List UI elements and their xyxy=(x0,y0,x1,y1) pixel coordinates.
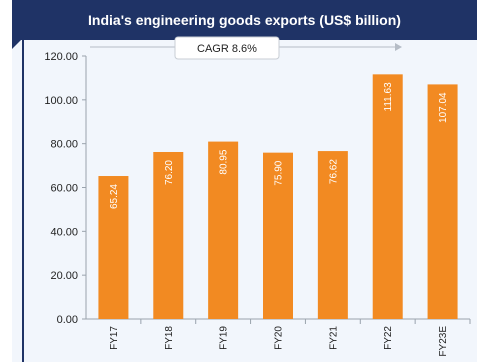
category-label: FY17 xyxy=(109,326,120,350)
category-label: FY23E xyxy=(438,326,449,357)
category-label: FY20 xyxy=(274,326,285,350)
cagr-box xyxy=(174,36,280,60)
bar-value-label: 80.95 xyxy=(219,149,230,174)
bar xyxy=(427,84,458,320)
bar-value-label: 76.62 xyxy=(328,159,339,184)
bar xyxy=(317,151,348,319)
bar-value-label: 107.04 xyxy=(438,92,449,123)
bar xyxy=(263,152,293,319)
bar xyxy=(98,176,129,319)
bar-value-label: 65.24 xyxy=(109,184,120,209)
cagr-arrow-head xyxy=(395,43,402,51)
title-notch xyxy=(12,40,21,49)
category-label: FY22 xyxy=(383,326,394,350)
y-tick-label: 20.00 xyxy=(50,270,78,282)
y-tick-label: 100.00 xyxy=(44,95,78,107)
chart-title: India's engineering goods exports (US$ b… xyxy=(88,12,401,28)
bar xyxy=(372,74,403,319)
title-bar xyxy=(12,0,477,40)
y-tick-label: 120.00 xyxy=(44,51,78,63)
y-tick-label: 40.00 xyxy=(50,226,78,238)
annotation-layer: CAGR 8.6% xyxy=(90,36,402,60)
left-rule xyxy=(22,40,24,362)
y-tick-label: 0.00 xyxy=(57,314,78,326)
y-tick-label: 80.00 xyxy=(50,139,78,151)
cagr-label: CAGR 8.6% xyxy=(197,43,257,55)
bar xyxy=(208,141,239,319)
category-label: FY21 xyxy=(328,326,339,350)
bars-layer: 65.24 FY17 76.20 FY18 80.95 FY19 75.90 FY20 76.6… xyxy=(98,74,458,357)
bar-value-label: 111.63 xyxy=(383,82,394,112)
bar xyxy=(153,151,184,319)
bar-value-label: 76.20 xyxy=(164,160,175,185)
category-label: FY18 xyxy=(164,326,175,350)
category-label: FY19 xyxy=(219,326,230,350)
bar-value-label: 75.90 xyxy=(274,160,285,185)
y-tick-label: 60.00 xyxy=(50,183,78,195)
